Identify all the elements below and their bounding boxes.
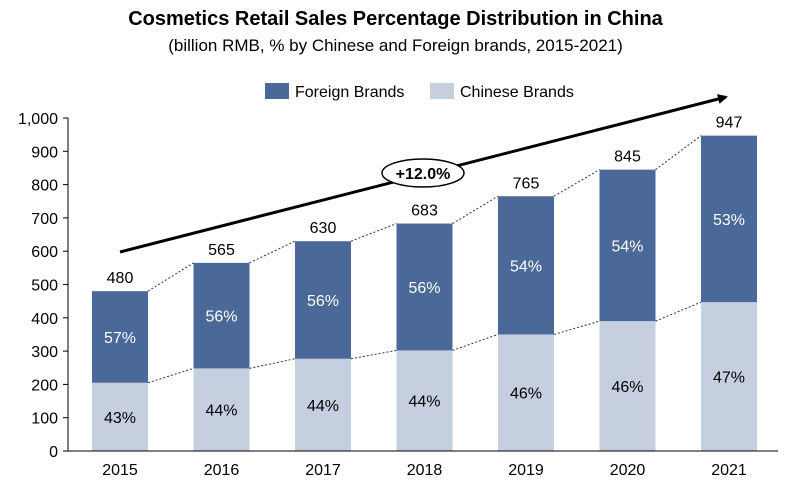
bar-foreign-brands xyxy=(193,262,250,369)
y-tick-label: 300 xyxy=(31,344,58,361)
bar-foreign-brands xyxy=(92,291,148,383)
y-tick-label: 600 xyxy=(31,244,58,261)
bar-chinese-brands xyxy=(396,350,453,451)
data-label-foreign-pct: 53% xyxy=(713,212,745,229)
total-connector xyxy=(147,262,194,292)
bar-chinese-brands xyxy=(193,368,250,451)
legend: Foreign Brands Chinese Brands xyxy=(265,83,574,101)
data-label-chinese-pct: 44% xyxy=(408,394,440,411)
x-axis: 2015 2016 2017 2018 2019 2020 2021 xyxy=(68,450,778,479)
data-label-foreign-pct: 57% xyxy=(104,330,136,347)
y-tick-label: 100 xyxy=(31,411,58,428)
x-tick-label: 2015 xyxy=(102,462,138,479)
cagr-ellipse xyxy=(381,158,465,188)
chinese-connector xyxy=(249,358,296,369)
bar-foreign-brands xyxy=(599,169,656,322)
data-label-foreign-pct: 56% xyxy=(205,309,237,326)
bar-chinese-brands xyxy=(498,334,554,451)
chart-title: Cosmetics Retail Sales Percentage Distri… xyxy=(128,8,663,30)
data-label-chinese-pct: 46% xyxy=(510,386,542,403)
chinese-connector xyxy=(350,349,397,360)
chinese-connector xyxy=(452,333,499,351)
x-tick-label: 2016 xyxy=(204,462,240,479)
trend-connectors xyxy=(147,135,702,384)
data-label-chinese-pct: 43% xyxy=(104,410,136,427)
legend-swatch xyxy=(430,83,454,99)
y-tick-label: 500 xyxy=(31,278,58,295)
data-label-total: 480 xyxy=(107,270,134,287)
y-tick-label: 800 xyxy=(31,178,58,195)
total-connector xyxy=(452,195,499,224)
data-label-chinese-pct: 44% xyxy=(205,403,237,420)
bar-chinese-brands xyxy=(295,358,351,451)
cagr-label: +12.0% xyxy=(396,166,451,183)
data-label-total: 683 xyxy=(411,203,438,220)
bar-foreign-brands xyxy=(295,241,351,359)
y-tick-label: 700 xyxy=(31,211,58,228)
y-tick-label: 0 xyxy=(49,444,58,461)
legend-label: Foreign Brands xyxy=(295,84,404,101)
x-tick-label: 2020 xyxy=(610,462,646,479)
bar-chinese-brands xyxy=(701,302,757,451)
bar-foreign-brands xyxy=(701,135,757,303)
data-label-chinese-pct: 46% xyxy=(611,379,643,396)
y-tick-label: 200 xyxy=(31,377,58,394)
x-tick-label: 2018 xyxy=(407,462,443,479)
data-label-total: 565 xyxy=(208,242,235,259)
total-connector xyxy=(655,135,702,171)
chinese-connector xyxy=(553,320,600,335)
data-label-total: 765 xyxy=(513,175,540,192)
x-tick-label: 2021 xyxy=(711,462,747,479)
legend-label: Chinese Brands xyxy=(460,84,574,101)
data-label-total: 947 xyxy=(716,115,743,132)
data-label-total: 845 xyxy=(614,149,641,166)
y-tick-label: 1,000 xyxy=(18,111,58,128)
total-connector xyxy=(350,223,397,242)
legend-swatch xyxy=(265,83,289,99)
y-tick-label: 400 xyxy=(31,311,58,328)
cagr-annotation: +12.0% xyxy=(119,94,728,254)
chinese-connector xyxy=(655,301,702,322)
y-axis: 0 100 200 300 400 500 600 700 800 900 1,000 xyxy=(18,111,69,461)
x-tick-label: 2019 xyxy=(508,462,544,479)
x-tick-label: 2017 xyxy=(305,462,341,479)
total-connector xyxy=(249,240,296,264)
data-label-foreign-pct: 54% xyxy=(510,258,542,275)
data-label-total: 630 xyxy=(310,220,337,237)
bar-chinese-brands xyxy=(92,382,148,451)
data-label-foreign-pct: 56% xyxy=(307,293,339,310)
data-label-chinese-pct: 47% xyxy=(713,370,745,387)
data-label-chinese-pct: 44% xyxy=(307,398,339,415)
bar-foreign-brands xyxy=(498,196,554,335)
data-label-foreign-pct: 56% xyxy=(408,280,440,297)
chinese-connector xyxy=(147,367,194,384)
total-connector xyxy=(553,169,600,197)
data-label-foreign-pct: 54% xyxy=(611,238,643,255)
chart-subtitle: (billion RMB, % by Chinese and Foreign b… xyxy=(168,36,623,55)
bar-foreign-brands xyxy=(396,223,453,351)
bars: 43% 57% 480 44% 56% 565 44% 56% 630 44% 56% 683 46% 5… xyxy=(92,115,757,451)
bar-chinese-brands xyxy=(599,321,656,451)
y-tick-label: 900 xyxy=(31,144,58,161)
